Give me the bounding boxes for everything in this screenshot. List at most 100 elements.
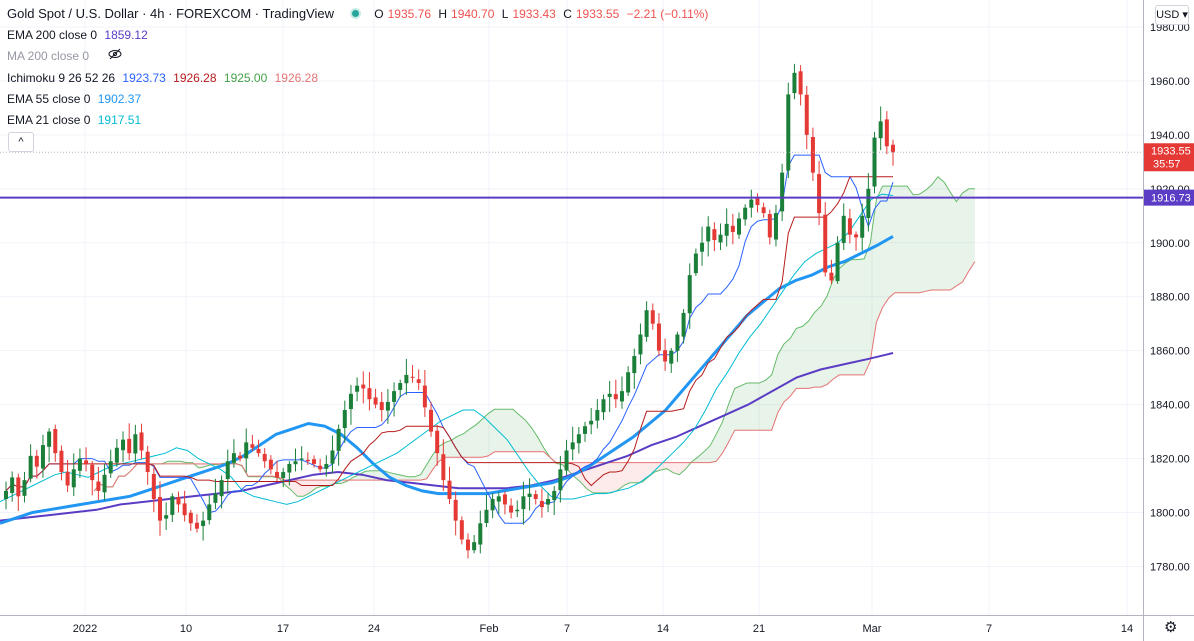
candle-body bbox=[835, 242, 840, 282]
candle-body bbox=[404, 374, 409, 384]
cloud-segment bbox=[309, 480, 316, 493]
cloud-segment bbox=[833, 268, 840, 379]
indicator-value: 1923.73 bbox=[122, 71, 166, 85]
candle-body bbox=[262, 453, 267, 462]
indicator-ema55[interactable]: EMA 55 close 0 1902.37 bbox=[7, 89, 712, 110]
cloud-segment bbox=[827, 279, 834, 385]
candle-body bbox=[96, 481, 101, 491]
candle-body bbox=[465, 539, 470, 551]
chart-legend: Gold Spot / U.S. Dollar · 4h · FOREXCOM … bbox=[7, 3, 712, 131]
candle-body bbox=[817, 174, 822, 214]
candle-body bbox=[484, 509, 489, 524]
candle-body bbox=[644, 310, 649, 337]
indicator-ichimoku[interactable]: Ichimoku 9 26 52 26 1923.73 1926.28 1925… bbox=[7, 68, 712, 89]
candle-body bbox=[293, 461, 298, 465]
candle-body bbox=[176, 497, 181, 505]
candle-body bbox=[373, 397, 378, 405]
cloud-segment bbox=[168, 461, 175, 464]
cloud-segment bbox=[771, 354, 778, 431]
candle-body bbox=[533, 494, 538, 500]
x-axis[interactable]: 2022 10 17 24 Feb 7 14 21 Mar 7 14 bbox=[73, 623, 1133, 635]
eye-hidden-icon[interactable] bbox=[108, 47, 122, 68]
candle-body bbox=[749, 199, 754, 208]
candle-body bbox=[268, 459, 273, 470]
indicator-ema21[interactable]: EMA 21 close 0 1917.51 bbox=[7, 110, 712, 131]
candle-body bbox=[724, 223, 729, 236]
candle-body bbox=[114, 447, 119, 463]
cloud-segment bbox=[611, 462, 618, 493]
cloud-segment bbox=[463, 428, 470, 458]
x-tick-label: 7 bbox=[564, 623, 570, 635]
candle-body bbox=[496, 496, 501, 502]
candle-body bbox=[348, 393, 353, 410]
last-price-text: 1933.55 bbox=[1151, 145, 1191, 157]
candle-body bbox=[509, 505, 514, 513]
cloud-segment bbox=[291, 480, 298, 497]
candle-body bbox=[656, 323, 661, 351]
candle-body bbox=[441, 454, 446, 481]
indicator-lines bbox=[0, 154, 894, 525]
indicator-ma200[interactable]: MA 200 close 0 bbox=[7, 46, 712, 68]
candle-body bbox=[619, 391, 624, 402]
x-tick-label: Feb bbox=[480, 623, 499, 635]
candle-body bbox=[355, 385, 360, 392]
x-tick-label: 10 bbox=[180, 623, 192, 635]
kijun-line bbox=[5, 176, 893, 492]
indicator-label: EMA 200 close 0 bbox=[7, 28, 98, 42]
candle-body bbox=[737, 218, 742, 235]
candle-body bbox=[601, 399, 606, 413]
candle-body bbox=[139, 432, 144, 451]
cloud-segment bbox=[765, 374, 772, 431]
candle-body bbox=[650, 310, 655, 324]
candle-body bbox=[558, 469, 563, 491]
candle-body bbox=[250, 444, 255, 448]
symbol-title[interactable]: Gold Spot / U.S. Dollar · 4h · FOREXCOM … bbox=[7, 6, 335, 21]
candle-body bbox=[767, 214, 772, 238]
cloud-segment bbox=[426, 454, 433, 479]
candle-body bbox=[626, 372, 631, 393]
change-value: −2.21 (−0.11%) bbox=[626, 7, 709, 21]
indicator-value: 1925.00 bbox=[223, 71, 268, 85]
cloud-segment bbox=[845, 259, 852, 375]
candle-body bbox=[539, 500, 544, 508]
cloud-segment bbox=[938, 176, 945, 290]
cloud-segment bbox=[710, 434, 717, 463]
cloud-segment bbox=[525, 420, 532, 452]
candle-body bbox=[213, 493, 218, 503]
hline-price-text: 1916.73 bbox=[1151, 193, 1191, 205]
x-tick-label: 14 bbox=[1121, 623, 1133, 635]
indicator-ema200[interactable]: EMA 200 close 0 1859.12 bbox=[7, 25, 712, 46]
cloud-segment bbox=[931, 176, 938, 290]
candle-body bbox=[884, 119, 889, 147]
high-value: 1940.70 bbox=[451, 7, 495, 21]
candle-body bbox=[28, 455, 33, 479]
cloud-segment bbox=[734, 385, 741, 431]
candle-body bbox=[201, 520, 206, 527]
collapse-legend-button[interactable]: ^ bbox=[8, 132, 34, 152]
candle-body bbox=[576, 434, 581, 444]
candle-body bbox=[866, 188, 871, 219]
y-tick-label: 1820.00 bbox=[1150, 454, 1190, 466]
candle-body bbox=[429, 409, 434, 432]
candle-body bbox=[59, 450, 64, 473]
candle-body bbox=[145, 451, 150, 473]
gear-icon[interactable]: ⚙ bbox=[1164, 619, 1178, 636]
y-axis[interactable]: 1780.00 1800.00 1820.00 1840.00 1860.00 1880.… bbox=[1150, 22, 1190, 573]
candle-body bbox=[40, 445, 45, 469]
candle-body bbox=[570, 442, 575, 450]
x-tick-label: 7 bbox=[986, 623, 992, 635]
candle-body bbox=[515, 509, 520, 512]
candle-body bbox=[712, 229, 717, 241]
currency-selector[interactable]: USD ▾ bbox=[1155, 5, 1189, 25]
high-label: H bbox=[438, 7, 448, 21]
y-tick-label: 1860.00 bbox=[1150, 346, 1190, 358]
cloud-segment bbox=[777, 343, 784, 413]
candle-body bbox=[552, 490, 557, 500]
cloud-segment bbox=[531, 427, 538, 452]
cloud-segment bbox=[198, 463, 205, 468]
candle-body bbox=[693, 253, 698, 274]
candle-body bbox=[792, 72, 797, 94]
y-tick-label: 1800.00 bbox=[1150, 508, 1190, 520]
